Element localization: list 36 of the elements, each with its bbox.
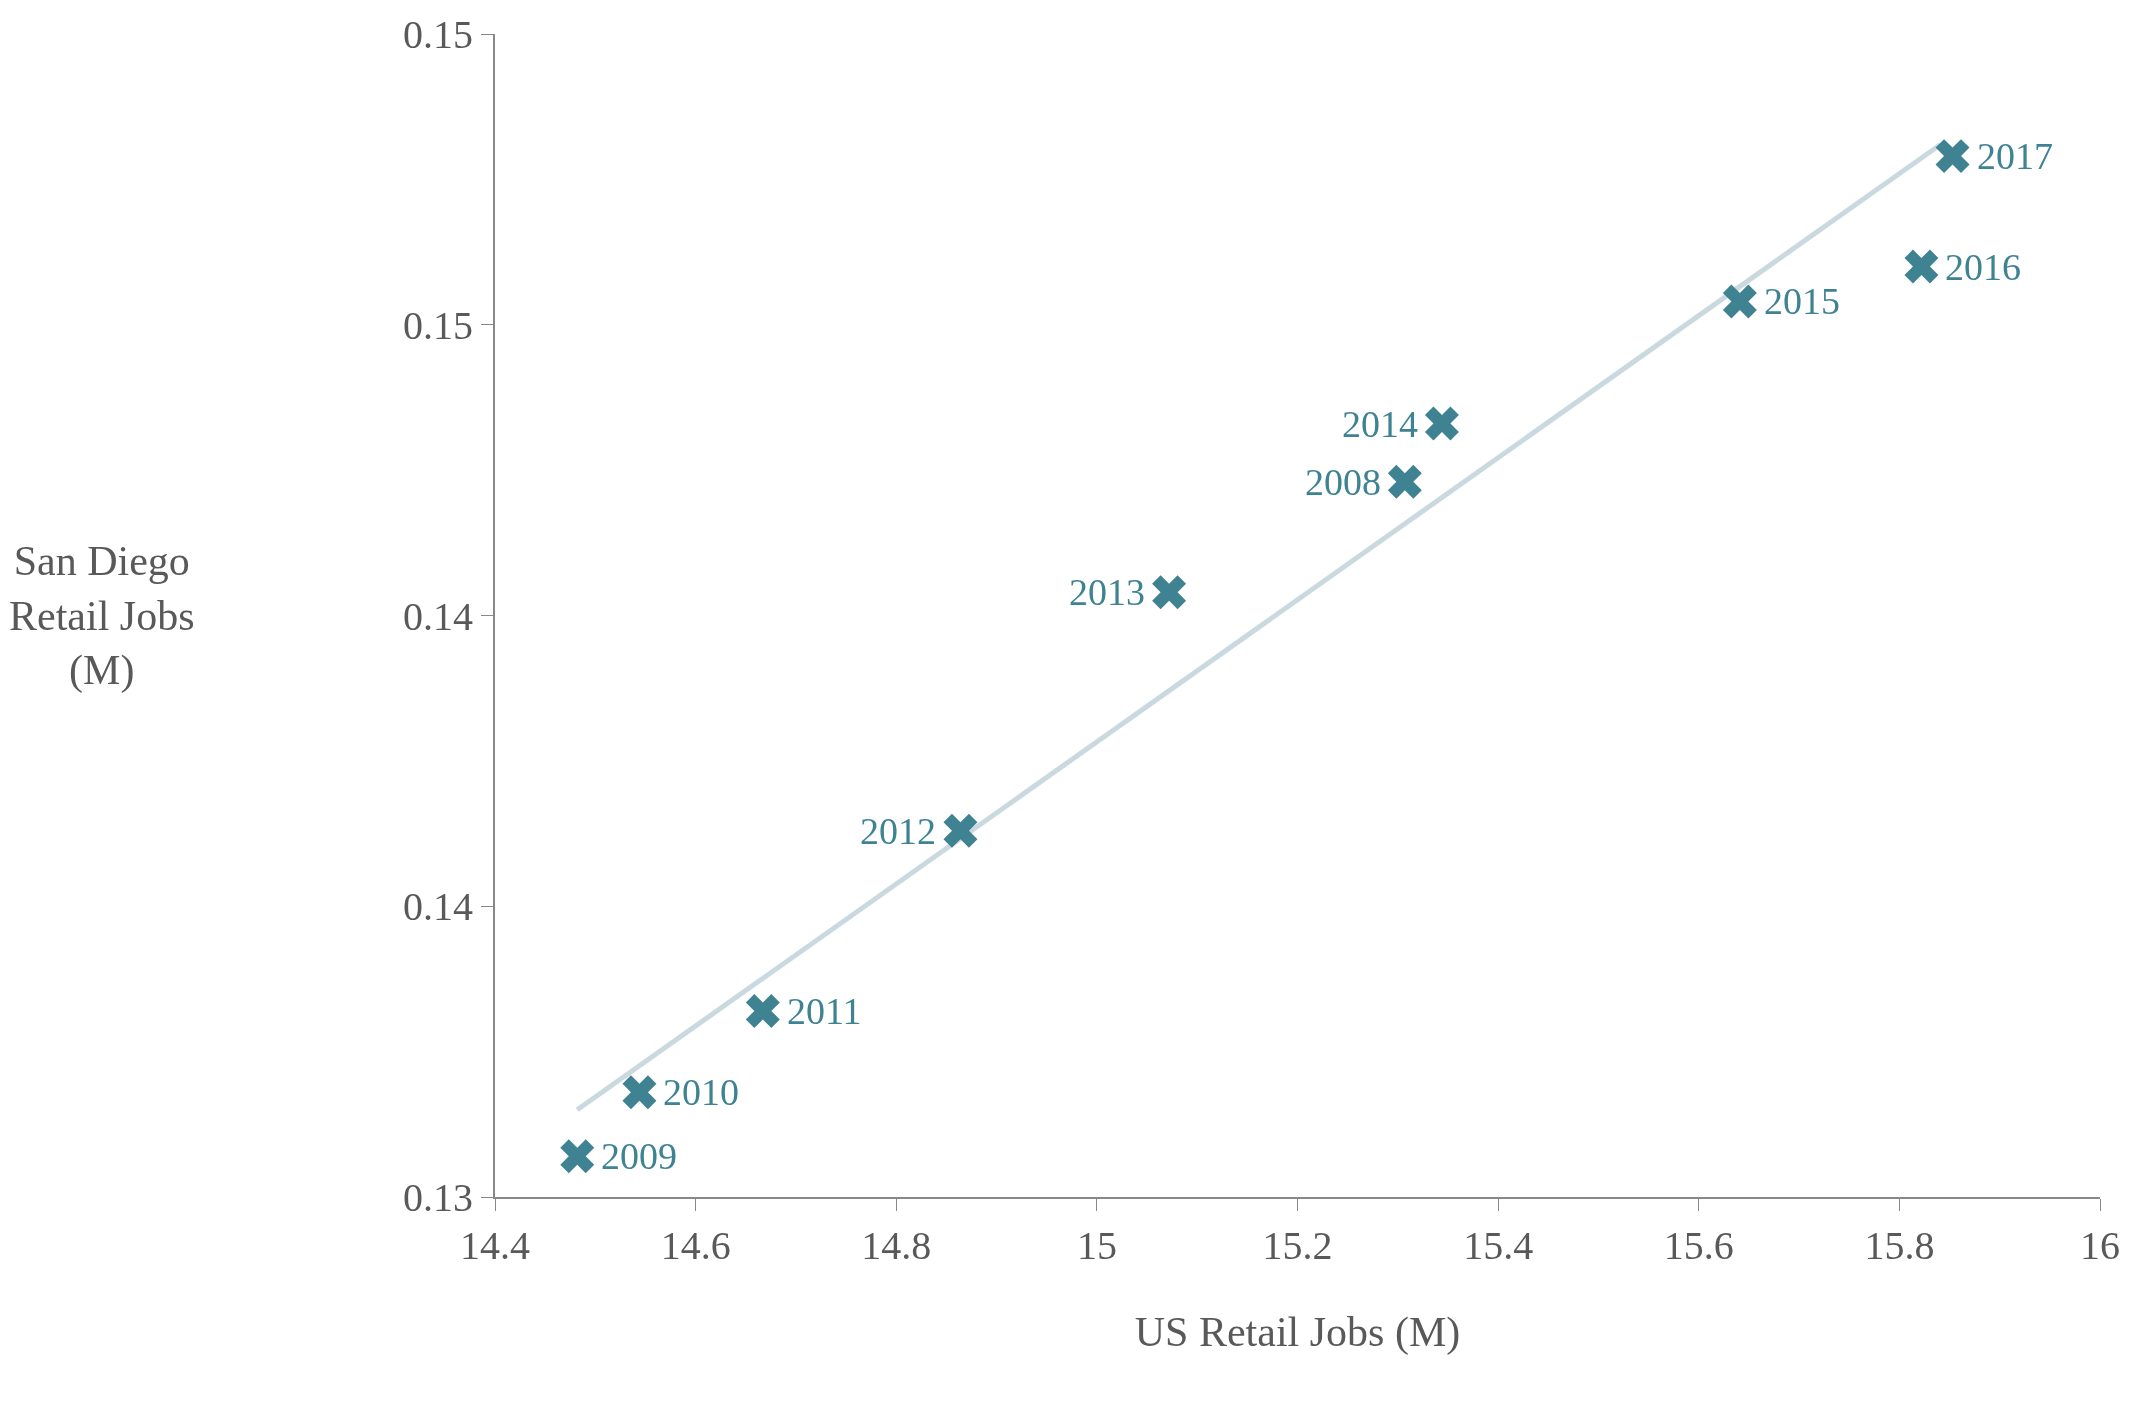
y-tick-label: 0.15: [403, 302, 473, 348]
annotation: 2013: [1069, 571, 1145, 613]
y-tick-label: 0.13: [403, 1175, 473, 1220]
point: [1935, 139, 1970, 174]
annotation: 2008: [1305, 461, 1381, 503]
x-tick-label: 16: [2080, 1223, 2120, 1268]
x-tick-label: 15.2: [1262, 1223, 1333, 1268]
point: [560, 1139, 595, 1174]
x-tick-label: 15: [1076, 1223, 1117, 1268]
annotation: 2009: [601, 1135, 677, 1177]
x-tick-label: 14.6: [660, 1223, 731, 1268]
point: [745, 993, 780, 1028]
x-tick-label: 14.8: [861, 1223, 932, 1268]
point: [943, 813, 978, 848]
point: [1722, 284, 1757, 319]
x-tick-label: 14.4: [460, 1223, 530, 1268]
annotation: 2014: [1342, 403, 1418, 445]
y-tick-label: 0.14: [403, 884, 473, 930]
point: [1904, 249, 1939, 284]
x-tick-label: 15.8: [1864, 1223, 1935, 1268]
annotation: 2011: [787, 990, 862, 1032]
annotation: 2010: [663, 1071, 739, 1113]
x-axis-title: US Retail Jobs (M): [1134, 1309, 1461, 1357]
annotation: 2015: [1764, 280, 1840, 322]
point: [1424, 406, 1459, 441]
annotation: 2016: [1945, 246, 2021, 288]
annotation: 2012: [860, 810, 936, 852]
x-tick-label: 15.6: [1663, 1223, 1734, 1268]
y-axis-title: San Diego Retail Jobs (M): [9, 538, 195, 695]
point: [622, 1075, 657, 1110]
y-tick-label: 0.14: [403, 593, 473, 639]
y-tick-label: 0.15: [403, 12, 473, 57]
annotation: 2017: [1977, 135, 2053, 177]
x-tick-label: 15.4: [1463, 1223, 1534, 1268]
point: [1387, 464, 1422, 499]
point: [1152, 575, 1187, 610]
